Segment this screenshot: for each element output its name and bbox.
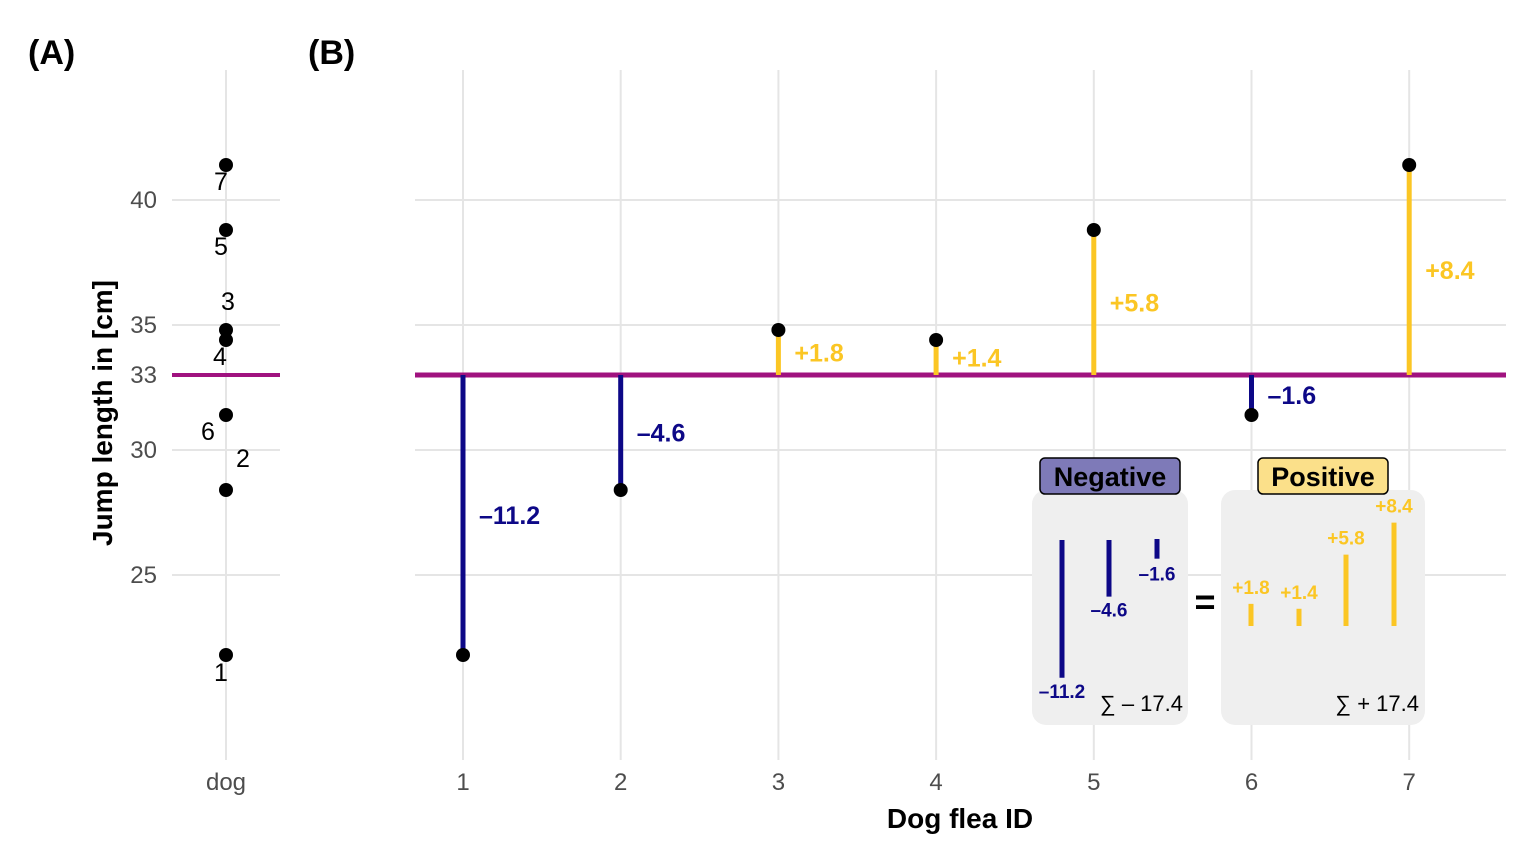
inset-negative-label: –1.6: [1139, 565, 1176, 586]
y-tick-label: 25: [130, 562, 157, 589]
data-point: [1402, 158, 1417, 172]
y-tick-label: 33: [130, 362, 157, 389]
y-axis-title: Jump length in [cm]: [87, 280, 118, 546]
y-tick-label: 30: [130, 437, 157, 464]
x-tick-label: 1: [456, 769, 469, 796]
point-label: 5: [214, 233, 228, 261]
data-point: [219, 223, 233, 237]
inset-positive-label: +1.8: [1232, 578, 1270, 599]
residual-label: –4.6: [637, 420, 686, 448]
point-label: 2: [236, 445, 250, 473]
panel-b-label: (B): [308, 34, 355, 72]
x-tick-label: dog: [206, 769, 246, 796]
x-tick-label: 6: [1245, 769, 1258, 796]
negative-badge: [1039, 457, 1181, 495]
point-label: 4: [213, 343, 227, 371]
data-point: [219, 408, 233, 422]
data-point: [219, 333, 233, 347]
panel-a: 25 30 33 35 40 dog 1 2 3 4 5 6 7: [130, 70, 280, 796]
residual-label: –1.6: [1268, 382, 1317, 410]
data-point: [219, 323, 233, 337]
data-point: [456, 648, 470, 662]
positive-sum: ∑ + 17.4: [1335, 691, 1419, 716]
inset-positive-label: +1.4: [1280, 583, 1318, 604]
panel-b: 1 2 3 4 5 6 7 –11.2 –4.6 +1.8 +1.4 +5.8 –1.6 +8.4: [415, 70, 1506, 796]
x-tick-label: 4: [929, 769, 942, 796]
residual-label: +8.4: [1425, 257, 1474, 285]
x-axis-title: Dog flea ID: [887, 803, 1033, 834]
x-tick-label: 3: [772, 769, 785, 796]
data-point: [1086, 223, 1101, 237]
point-label: 6: [201, 418, 215, 446]
panel-a-label: (A): [28, 34, 75, 72]
x-tick-label: 5: [1087, 769, 1100, 796]
residual-label: +5.8: [1110, 290, 1159, 318]
inset-negative-label: –11.2: [1039, 682, 1086, 703]
residual-label: +1.4: [952, 345, 1001, 373]
negative-title: Negative: [1054, 462, 1167, 492]
equals-sign: =: [1194, 581, 1215, 622]
point-label: 1: [214, 659, 228, 687]
data-point: [771, 323, 786, 337]
x-tick-label: 7: [1403, 769, 1416, 796]
positive-badge: [1257, 457, 1389, 495]
point-label: 3: [221, 288, 235, 316]
x-tick-label: 2: [614, 769, 627, 796]
inset-positive-label: +8.4: [1375, 497, 1413, 518]
residual-label: –11.2: [479, 502, 540, 530]
data-point: [219, 158, 233, 172]
negative-sum: ∑ – 17.4: [1100, 691, 1183, 716]
negative-box: [1032, 490, 1188, 725]
y-tick-label: 35: [130, 312, 157, 339]
inset: Negative Positive –11.2 –4.6 –1.6 +1.8 +1.4 +5.…: [1032, 457, 1425, 725]
data-point: [219, 483, 233, 497]
positive-title: Positive: [1271, 462, 1375, 492]
data-point: [219, 648, 233, 662]
inset-positive-label: +5.8: [1327, 529, 1365, 550]
positive-box: [1221, 490, 1425, 725]
data-point: [1244, 408, 1259, 422]
inset-negative-label: –4.6: [1091, 601, 1128, 622]
residual-label: +1.8: [794, 340, 843, 368]
data-point: [613, 483, 628, 497]
point-label: 7: [214, 168, 228, 196]
y-tick-label: 40: [130, 187, 157, 214]
data-point: [929, 333, 944, 347]
